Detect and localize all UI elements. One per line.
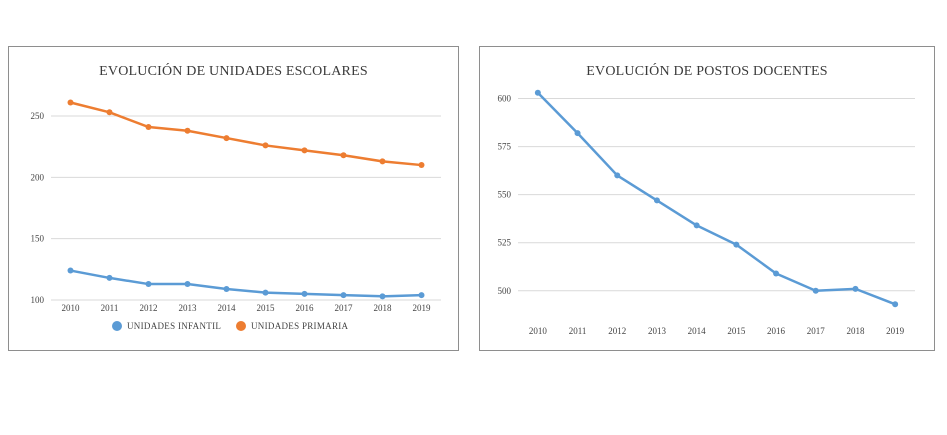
- legend-marker: [236, 321, 246, 331]
- data-point: [379, 158, 386, 165]
- data-point: [614, 172, 621, 179]
- data-point: [379, 293, 386, 300]
- series-1: [67, 99, 425, 169]
- chart-title: EVOLUCIÓN DE UNIDADES ESCOLARES: [99, 62, 368, 79]
- x-tick-label: 2013: [648, 326, 667, 336]
- x-tick-label: 2014: [688, 326, 707, 336]
- x-tick-label: 2013: [179, 303, 198, 313]
- series-0: [67, 267, 425, 300]
- data-point: [184, 127, 191, 134]
- x-tick-label: 2019: [413, 303, 432, 313]
- series-line: [69, 101, 423, 167]
- chart-panel-unidades-escolares: EVOLUCIÓN DE UNIDADES ESCOLARES 100 150 200…: [8, 46, 459, 351]
- y-tick-label: 550: [498, 190, 512, 200]
- x-tick-label: 2012: [608, 326, 626, 336]
- data-point: [67, 99, 74, 106]
- data-point: [106, 274, 113, 281]
- data-point: [106, 109, 113, 116]
- x-tick-label: 2011: [569, 326, 587, 336]
- x-tick-label: 2011: [101, 303, 119, 313]
- y-tick-label: 150: [31, 234, 45, 244]
- series-line: [536, 91, 897, 306]
- chart-postos-docentes: EVOLUCIÓN DE POSTOS DOCENTES 500 525 550 575…: [498, 62, 915, 336]
- y-tick-label: 200: [31, 172, 45, 182]
- legend-label: UNIDADES PRIMARIA: [251, 321, 349, 331]
- data-point: [262, 142, 269, 149]
- x-tick-label: 2015: [727, 326, 746, 336]
- data-point: [693, 222, 700, 229]
- x-tick-label: 2016: [296, 303, 315, 313]
- gridlines: [51, 115, 441, 301]
- y-tick-label: 525: [498, 238, 512, 248]
- gridlines: [518, 98, 915, 292]
- data-point: [534, 89, 541, 96]
- data-point: [812, 287, 819, 294]
- data-point: [145, 124, 152, 131]
- data-point: [184, 281, 191, 288]
- data-point: [892, 301, 899, 308]
- data-point: [262, 289, 269, 296]
- data-point: [852, 285, 859, 292]
- x-tick-label: 2010: [62, 303, 81, 313]
- y-tick-label: 600: [498, 94, 512, 104]
- y-tick-label: 575: [498, 142, 512, 152]
- data-point: [773, 270, 780, 277]
- y-tick-label: 100: [31, 295, 45, 305]
- x-tick-label: 2012: [140, 303, 158, 313]
- x-tick-label: 2010: [529, 326, 548, 336]
- data-point: [340, 292, 347, 299]
- y-tick-label: 500: [498, 286, 512, 296]
- data-point: [301, 290, 308, 297]
- chart-panel-postos-docentes: EVOLUCIÓN DE POSTOS DOCENTES 500 525 550 575…: [479, 46, 935, 351]
- legend-label: UNIDADES INFANTIL: [127, 321, 221, 331]
- data-point: [418, 162, 425, 169]
- data-point: [67, 267, 74, 274]
- x-tick-label: 2018: [846, 326, 865, 336]
- x-tick-label: 2017: [807, 326, 826, 336]
- chart-unidades-escolares: EVOLUCIÓN DE UNIDADES ESCOLARES 100 150 200…: [31, 62, 441, 331]
- series-0: [534, 89, 899, 308]
- data-point: [223, 135, 230, 142]
- data-point: [145, 281, 152, 288]
- data-point: [223, 285, 230, 292]
- x-tick-label: 2018: [374, 303, 393, 313]
- y-tick-label: 250: [31, 111, 45, 121]
- data-point: [574, 130, 581, 137]
- x-tick-label: 2019: [886, 326, 905, 336]
- data-point: [653, 197, 660, 204]
- data-point: [418, 292, 425, 299]
- x-tick-label: 2014: [218, 303, 237, 313]
- legend-marker: [112, 321, 122, 331]
- data-point: [733, 241, 740, 248]
- chart-title: EVOLUCIÓN DE POSTOS DOCENTES: [586, 62, 827, 79]
- x-tick-label: 2017: [335, 303, 354, 313]
- series-line: [69, 269, 423, 298]
- legend: UNIDADES INFANTIL UNIDADES PRIMARIA: [112, 321, 349, 331]
- data-point: [301, 147, 308, 154]
- data-point: [340, 152, 347, 159]
- x-tick-label: 2016: [767, 326, 786, 336]
- x-tick-label: 2015: [257, 303, 276, 313]
